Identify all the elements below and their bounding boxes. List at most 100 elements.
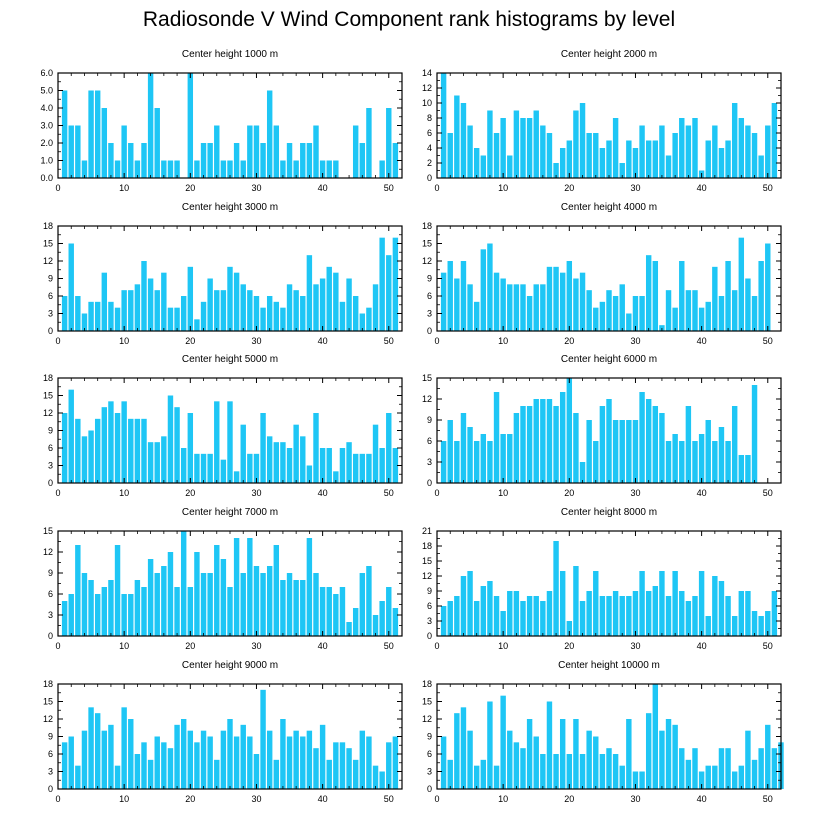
y-tick-label: 21: [422, 526, 432, 536]
bar: [447, 601, 453, 636]
bar: [286, 736, 293, 789]
y-tick-label: 12: [422, 394, 432, 404]
bar: [513, 742, 520, 789]
bar: [253, 125, 260, 178]
bar: [731, 616, 738, 636]
bar: [546, 591, 553, 636]
bar: [665, 155, 672, 178]
bar: [306, 143, 313, 178]
bar: [293, 424, 299, 483]
bar: [718, 427, 725, 483]
panel-6: Center height 6000 m 0 10 20 30 40 50 0 3 6 9 12 15: [422, 354, 782, 498]
x-tick-label: 0: [55, 641, 60, 651]
y-tick-label: 6: [48, 589, 53, 599]
y-tick-label: 18: [422, 541, 432, 551]
bar: [260, 307, 266, 331]
bar: [280, 307, 286, 331]
bar: [207, 453, 213, 483]
bar: [447, 420, 453, 483]
panel-10: Center height 10000 m 0 10 20 30 40 50 0 3 6 9 12 15…: [422, 660, 784, 804]
bar: [233, 272, 240, 331]
bar: [612, 118, 619, 178]
bar: [473, 148, 480, 178]
bar: [352, 608, 359, 636]
bar: [698, 571, 705, 636]
panel-title: Center height 9000 m: [182, 660, 278, 671]
y-tick-label: 9: [427, 415, 432, 425]
bar: [141, 742, 147, 789]
bar: [579, 103, 586, 178]
x-tick-label: 10: [498, 794, 508, 804]
bar: [359, 143, 366, 178]
y-tick-label: 0: [427, 478, 432, 488]
bar: [141, 261, 147, 331]
x-tick-label: 30: [630, 488, 640, 498]
bar: [260, 689, 266, 789]
x-tick-label: 0: [434, 641, 439, 651]
bar: [61, 742, 68, 789]
bar: [253, 453, 260, 483]
bar: [81, 436, 88, 483]
bar: [266, 730, 273, 789]
bar: [751, 296, 758, 331]
bar: [493, 272, 500, 331]
bar: [280, 580, 286, 636]
bar: [114, 413, 121, 483]
bar: [652, 586, 659, 636]
bar: [319, 160, 326, 178]
bar: [286, 143, 293, 178]
bar: [214, 545, 220, 636]
bar: [725, 441, 731, 483]
x-tick-label: 50: [763, 641, 773, 651]
bar: [731, 103, 738, 178]
bar: [612, 296, 619, 331]
bar: [619, 596, 625, 636]
bar: [366, 566, 372, 636]
bar: [366, 307, 372, 331]
bar: [692, 441, 698, 483]
bar: [460, 103, 467, 178]
bar: [147, 559, 154, 636]
y-tick-label: 14: [422, 68, 432, 78]
bar: [280, 160, 286, 178]
bar: [765, 611, 771, 636]
bar: [88, 301, 94, 331]
x-tick-label: 20: [185, 641, 195, 651]
bar: [606, 596, 612, 636]
bar: [227, 401, 233, 483]
bar: [273, 545, 280, 636]
bar: [346, 748, 352, 789]
bar: [553, 163, 559, 178]
bar: [194, 319, 200, 331]
bar: [447, 133, 453, 178]
bar: [194, 453, 200, 483]
bar: [233, 736, 240, 789]
bar: [692, 748, 698, 789]
bar: [121, 401, 127, 483]
bar: [566, 754, 573, 789]
bar: [672, 724, 678, 789]
y-tick-label: 6: [427, 128, 432, 138]
bar: [765, 125, 771, 178]
bar: [147, 759, 154, 789]
bar: [227, 160, 233, 178]
bar: [639, 392, 645, 483]
bar: [372, 765, 379, 789]
bar: [645, 255, 652, 331]
panel-1: Center height 1000 m 0 10 20 30 40 50 0.0 1.0 2.0…: [40, 49, 403, 193]
bar: [645, 713, 652, 789]
bar: [134, 418, 141, 483]
bar: [339, 301, 346, 331]
bar: [61, 601, 68, 636]
bar: [751, 611, 758, 636]
bar: [500, 118, 506, 178]
bar: [553, 266, 559, 331]
bar: [480, 249, 487, 331]
y-tick-label: 3: [48, 309, 53, 319]
bar: [326, 266, 332, 331]
bar: [652, 684, 659, 789]
y-tick-label: 12: [422, 256, 432, 266]
bar: [586, 591, 592, 636]
bar: [566, 378, 573, 483]
bar: [326, 759, 332, 789]
